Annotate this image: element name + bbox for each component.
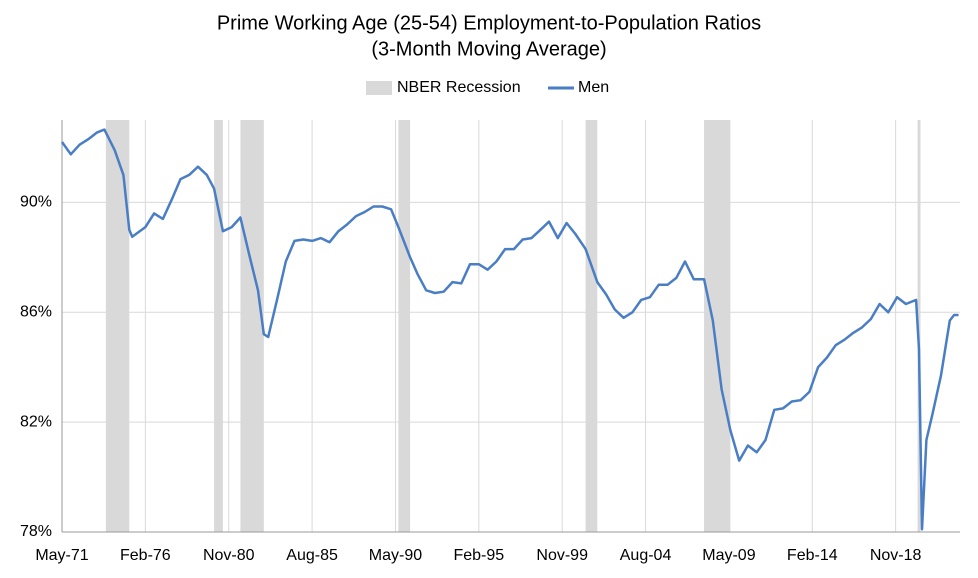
recession-band [917, 120, 921, 532]
x-tick-label: Feb-14 [787, 547, 838, 564]
legend-swatch [366, 81, 392, 95]
line-series [60, 128, 959, 531]
x-tick-label: Aug-04 [620, 547, 672, 564]
x-tick-label: Feb-95 [453, 547, 504, 564]
x-tick-label: May-09 [702, 547, 755, 564]
y-tick-label: 78% [20, 523, 52, 540]
x-tick-label: May-71 [35, 547, 88, 564]
recession-band [240, 120, 264, 532]
recession-band [105, 120, 130, 532]
x-tick-label: Nov-80 [203, 547, 255, 564]
recession-band [398, 120, 411, 532]
recession-band [214, 120, 223, 532]
legend-label: NBER Recession [397, 79, 521, 96]
x-tick-label: Nov-18 [870, 547, 922, 564]
y-tick-label: 90% [20, 194, 52, 211]
x-tick-label: Feb-76 [120, 547, 171, 564]
recession-band [704, 120, 731, 532]
legend-label: Men [578, 79, 609, 96]
y-tick-label: 82% [20, 413, 52, 430]
chart-subtitle: (3-Month Moving Average) [371, 38, 606, 60]
x-tick-label: Aug-85 [286, 547, 338, 564]
recession-band [585, 120, 598, 532]
y-tick-label: 86% [20, 303, 52, 320]
x-tick-label: May-90 [369, 547, 422, 564]
chart-title: Prime Working Age (25-54) Employment-to-… [217, 12, 761, 34]
x-tick-label: Nov-99 [536, 547, 588, 564]
